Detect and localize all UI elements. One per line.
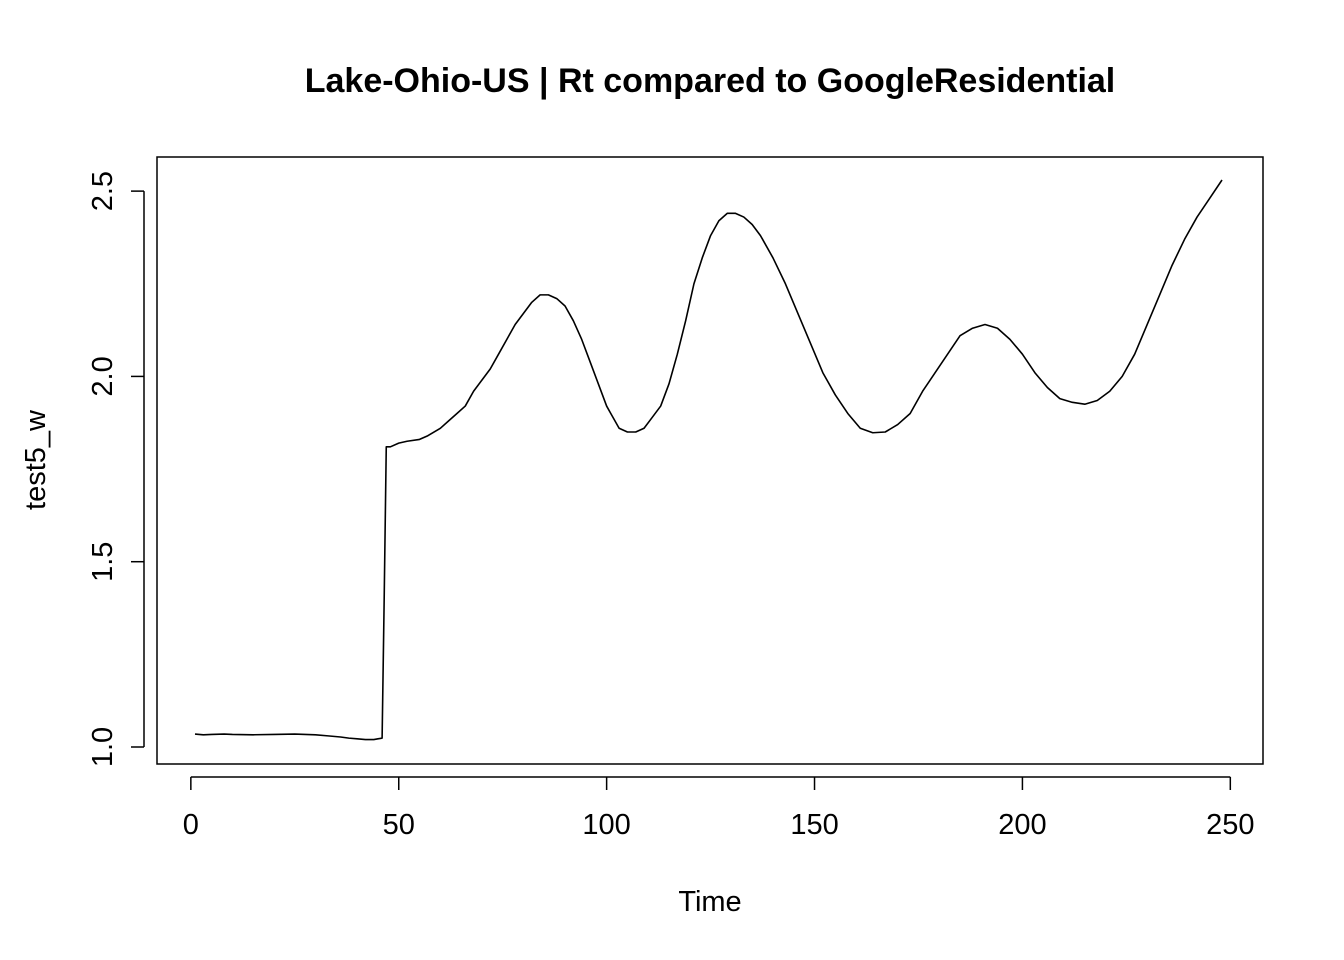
y-axis-label: test5_w (20, 409, 52, 510)
y-tick-label: 2.0 (87, 356, 119, 396)
y-tick-label: 2.5 (87, 171, 119, 211)
series-line (194, 179, 1223, 741)
x-tick-label: 200 (998, 809, 1046, 841)
x-axis-label: Time (678, 886, 741, 918)
x-tick-label: 150 (790, 809, 838, 841)
x-tick-label: 100 (582, 809, 630, 841)
x-tick-label: 50 (383, 809, 415, 841)
plot-frame (156, 156, 1264, 765)
y-axis: 1.0 1.5 2.0 2.5 (87, 171, 145, 767)
y-tick-label: 1.0 (87, 727, 119, 767)
y-tick-label: 1.5 (87, 542, 119, 582)
x-tick-label: 0 (183, 809, 199, 841)
chart-title: Lake-Ohio-US | Rt compared to GoogleResi… (305, 62, 1116, 100)
x-tick-label: 250 (1206, 809, 1254, 841)
x-axis: 0 50 100 150 200 250 (183, 776, 1255, 841)
